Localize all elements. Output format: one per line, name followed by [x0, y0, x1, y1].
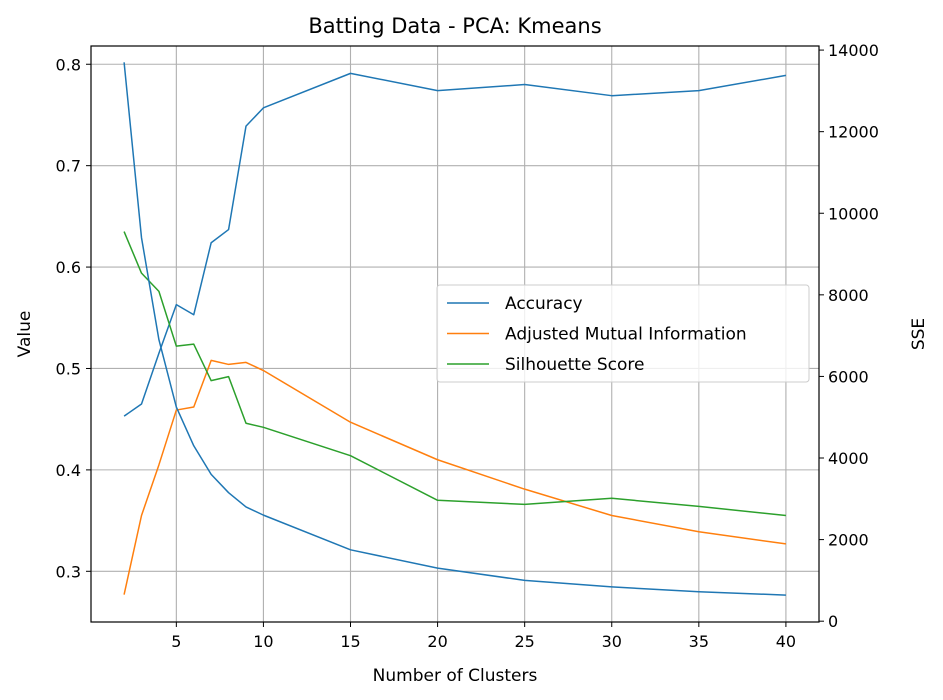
y2-tick-label: 0 [828, 612, 838, 631]
x-axis: 5 10 15 20 25 30 35 40 [171, 622, 796, 651]
y-tick-label: 0.8 [56, 55, 81, 74]
x-tick-label: 10 [253, 632, 273, 651]
y2-tick-label: 10000 [828, 204, 879, 223]
y2-axis-label: SSE [909, 318, 929, 350]
y-axis-left: 0.3 0.4 0.5 0.6 0.7 0.8 [56, 55, 91, 581]
x-tick-label: 5 [171, 632, 181, 651]
y2-tick-label: 6000 [828, 367, 869, 386]
x-tick-label: 15 [340, 632, 360, 651]
series-line-silhouette-score [123, 231, 786, 517]
y2-tick-label: 14000 [828, 41, 879, 60]
series-line-sse [123, 62, 786, 596]
y2-tick-label: 2000 [828, 531, 869, 550]
series-line-adjusted-mutual-information [123, 359, 787, 595]
y2-tick-label: 4000 [828, 449, 869, 468]
x-tick-label: 25 [514, 632, 534, 651]
plot-frame [90, 45, 820, 623]
x-tick-label: 40 [776, 632, 796, 651]
series-line-accuracy [123, 72, 787, 417]
y-tick-label: 0.3 [56, 562, 81, 581]
y-tick-label: 0.6 [56, 258, 81, 277]
x-tick-label: 35 [689, 632, 709, 651]
series-layer [123, 62, 787, 596]
legend: Accuracy Adjusted Mutual Information Silho… [436, 284, 810, 383]
legend-label: Adjusted Mutual Information [505, 325, 747, 345]
x-tick-label: 20 [427, 632, 447, 651]
legend-box [436, 284, 810, 383]
y-tick-label: 0.7 [56, 157, 81, 176]
y-axis-right: 0 2000 4000 6000 8000 10000 12000 14000 [819, 41, 879, 631]
y2-tick-label: 12000 [828, 123, 879, 142]
x-tick-label: 30 [602, 632, 622, 651]
legend-label: Accuracy [505, 294, 583, 314]
y-axis-label: Value [15, 311, 35, 358]
chart-title: Batting Data - PCA: Kmeans [308, 14, 601, 38]
x-axis-label: Number of Clusters [373, 666, 538, 686]
y2-tick-label: 8000 [828, 286, 869, 305]
y-tick-label: 0.4 [56, 461, 81, 480]
legend-label: Silhouette Score [505, 355, 644, 375]
y-tick-label: 0.5 [56, 359, 81, 378]
